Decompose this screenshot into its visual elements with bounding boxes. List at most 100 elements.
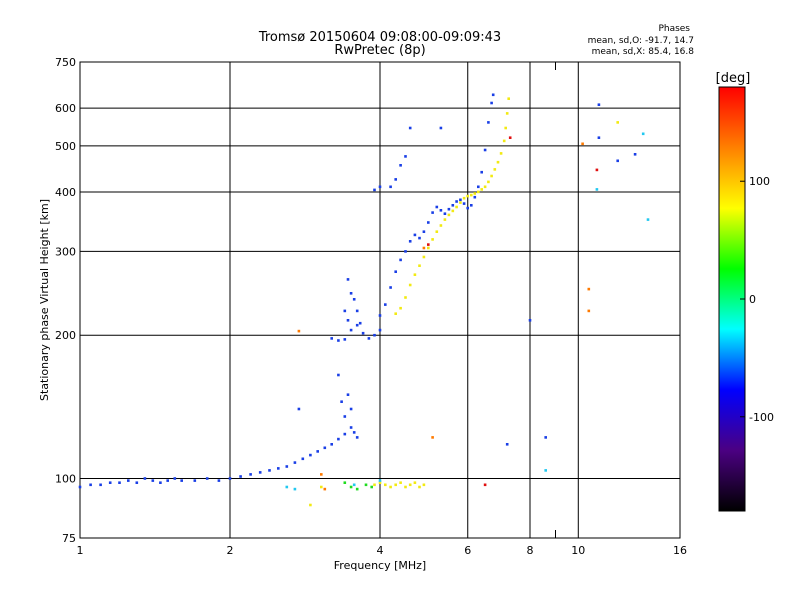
data-point [507,97,510,100]
data-point [309,453,312,457]
data-point [343,415,347,418]
data-point [422,255,426,259]
plot-area: 1 2 4 6 8 10 16 75 100 200 300 400 500 600 750 [55,56,687,557]
data-point [462,196,466,200]
grid-lines [80,62,680,538]
data-point [180,479,183,482]
data-point [455,205,458,209]
data-point [135,481,139,484]
data-point [346,393,350,396]
data-point [470,193,473,197]
data-point [78,485,82,489]
data-point [316,450,319,453]
y-axis-ticks: 75 100 200 300 400 500 600 750 [55,56,76,545]
data-point [349,292,353,295]
data-point [595,188,599,191]
data-point [477,190,480,194]
data-point [447,213,451,217]
y-tick-label: 600 [55,102,76,115]
phase-colorbar: [deg] 100 0 -100 [716,71,774,512]
data-point [528,319,532,322]
data-point [349,407,353,411]
y-tick-label: 75 [62,532,76,545]
data-point [159,481,162,484]
data-point [435,230,439,233]
data-point [384,483,387,487]
data-point [422,246,426,250]
data-point [422,483,426,487]
data-point [258,471,262,474]
data-point [323,446,327,450]
data-point [508,136,512,139]
data-point [378,481,382,484]
data-point [451,209,455,213]
data-point [297,329,301,333]
data-point [616,159,619,163]
data-point [505,112,509,115]
data-point [493,168,497,171]
data-point [408,240,412,243]
colorbar-title: [deg] [716,71,751,86]
y-tick-label: 200 [55,329,76,342]
x-tick-label: 1 [77,544,84,557]
data-point [301,457,305,461]
data-point [413,481,417,484]
data-point [473,195,477,199]
data-point [228,477,232,480]
data-point [343,338,347,341]
data-point [346,278,350,281]
data-point [143,477,147,480]
data-point [459,201,462,204]
data-point [166,479,169,482]
data-point [641,132,645,136]
data-point [293,461,297,464]
data-point [408,483,412,487]
data-point [349,426,353,429]
data-point [118,481,121,484]
data-point [455,200,458,203]
data-point [151,479,155,482]
data-point [502,139,506,143]
data-point [451,204,455,207]
data-point [277,467,280,470]
data-point [597,136,601,139]
data-point [480,170,483,174]
x-tick-label: 10 [571,544,585,557]
data-point [394,312,397,315]
data-point [646,218,650,221]
data-point [443,212,447,215]
data-point [439,224,443,227]
data-point [320,473,323,476]
data-point [399,481,402,484]
data-point [595,168,599,172]
y-tick-label: 400 [55,186,76,199]
y-axis-label: Stationary phase Virtual Height [km] [38,199,51,401]
data-point [343,432,347,436]
data-point [431,238,434,241]
data-point [193,479,197,482]
data-point [355,309,359,313]
data-point [544,469,547,472]
data-point [394,270,397,273]
data-point [490,174,493,178]
data-point [462,202,466,205]
data-point [343,481,347,484]
data-point [297,407,301,411]
data-point [99,483,102,487]
data-point [404,155,407,158]
data-point [435,205,439,209]
data-point [330,337,333,340]
x-tick-label: 16 [673,544,687,557]
data-point [217,479,221,482]
data-point [337,373,340,377]
data-point [597,103,601,106]
data-point [466,206,469,210]
chart-subtitle: RwPretec (8p) [334,43,425,58]
data-point [487,121,490,124]
data-point [466,194,469,198]
data-point [378,314,382,317]
y-tick-label: 300 [55,245,76,258]
data-point [127,479,130,482]
data-point [418,236,421,240]
data-point [352,483,356,487]
